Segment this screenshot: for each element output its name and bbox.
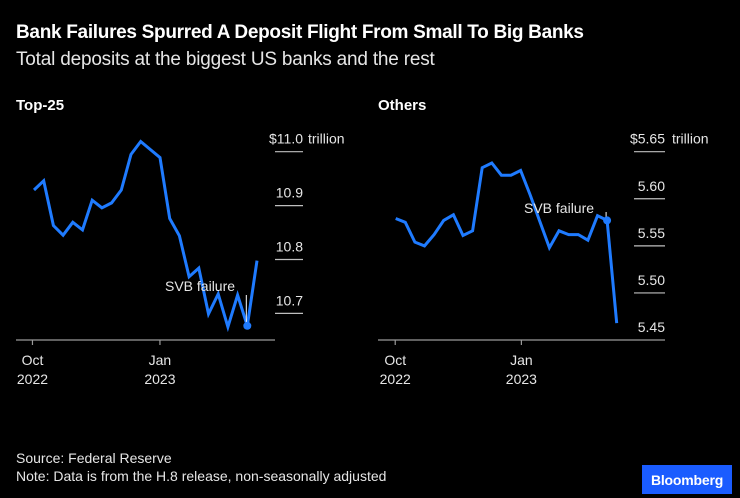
x-tick-label: Jan xyxy=(149,352,172,368)
series-line-others xyxy=(395,161,619,324)
data-note: Note: Data is from the H.8 release, non-… xyxy=(16,468,387,484)
x-tick-label: 2023 xyxy=(506,371,537,387)
chart-subtitle: Total deposits at the biggest US banks a… xyxy=(16,49,435,70)
chart-title: Bank Failures Spurred A Deposit Flight F… xyxy=(16,22,584,43)
source-note: Source: Federal Reserve xyxy=(16,450,172,466)
y-unit-label: trillion xyxy=(308,131,345,147)
x-tick-label: 2022 xyxy=(380,371,411,387)
y-unit-label: trillion xyxy=(672,131,709,147)
panel-title-others: Others xyxy=(378,97,427,114)
x-tick-label: Jan xyxy=(510,352,533,368)
series-line-top25 xyxy=(32,139,259,333)
bloomberg-logo: Bloomberg xyxy=(642,465,732,494)
others-chart: $5.65 trillion 5.60 5.55 5.50 5.45 Oct 2022 Jan 2… xyxy=(378,131,709,387)
y-tick-label: 10.8 xyxy=(276,239,303,255)
x-tick-label: Oct xyxy=(384,352,406,368)
y-tick-label: 10.9 xyxy=(276,185,303,201)
top25-chart: $11.0 trillion 10.9 10.8 10.7 Oct 2022 Jan 2023 S… xyxy=(16,131,345,387)
x-tick-label: Oct xyxy=(22,352,44,368)
y-tick-label: 5.50 xyxy=(638,272,665,288)
panel-title-top25: Top-25 xyxy=(16,97,65,114)
y-tick-label: $11.0 xyxy=(269,131,303,147)
y-tick-label: $5.65 xyxy=(630,131,665,147)
svb-marker-dot xyxy=(243,321,252,330)
y-tick-label: 5.60 xyxy=(638,178,665,194)
y-tick-label: 10.7 xyxy=(276,292,303,308)
svb-marker-dot xyxy=(603,216,612,225)
annotation-label: SVB failure xyxy=(165,278,235,294)
x-tick-label: 2022 xyxy=(17,371,48,387)
x-tick-label: 2023 xyxy=(144,371,175,387)
y-tick-label: 5.45 xyxy=(638,319,665,335)
y-tick-label: 5.55 xyxy=(638,225,665,241)
annotation-label: SVB failure xyxy=(524,200,594,216)
